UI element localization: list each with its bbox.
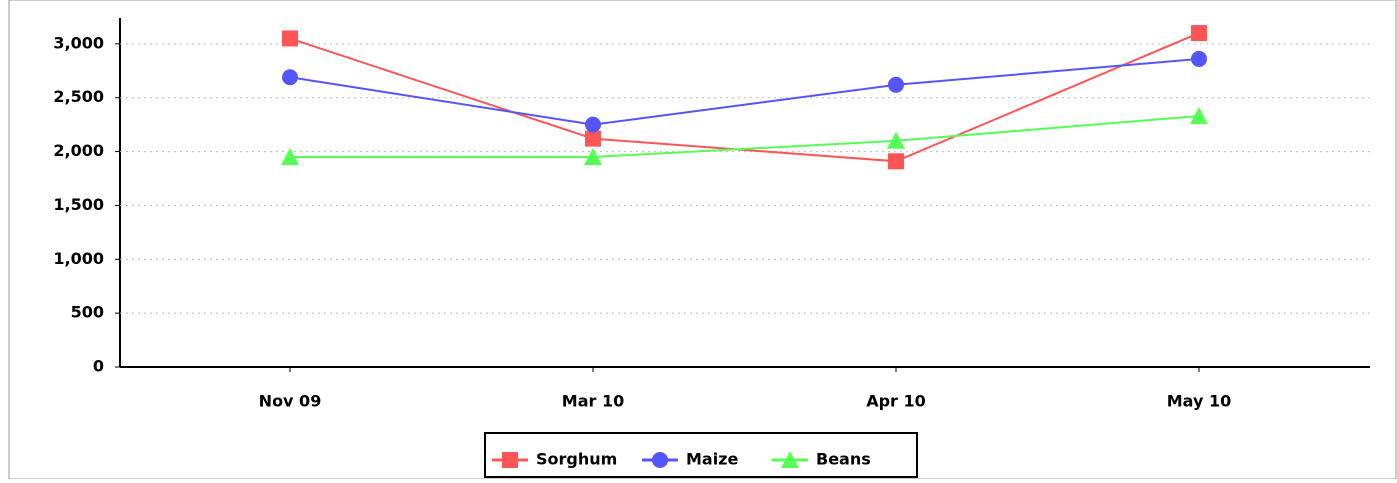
legend (484, 432, 918, 478)
point (1191, 25, 1207, 42)
y-tick-label: 500 (71, 303, 104, 322)
legend-marker (781, 451, 799, 468)
point (282, 30, 298, 47)
point (281, 147, 299, 165)
y-tick-label: 3,000 (53, 33, 104, 52)
y-tick-label: 2,500 (53, 87, 104, 106)
series-line (290, 115, 1200, 158)
y-tick-label: 1,000 (53, 249, 104, 268)
legend-label: Maize (686, 450, 739, 469)
point (887, 131, 905, 149)
point (888, 153, 904, 170)
x-tick-label: Nov 09 (259, 392, 322, 411)
legend-label: Beans (816, 450, 871, 469)
series-line (289, 57, 1200, 126)
legend-marker (502, 452, 518, 468)
point (585, 130, 601, 147)
point (1191, 50, 1207, 67)
y-tick-label: 1,500 (53, 195, 104, 214)
point (585, 116, 601, 133)
x-tick-label: Apr 10 (866, 392, 926, 411)
legend-label: Sorghum (536, 450, 617, 469)
legend-marker (652, 452, 668, 468)
series-line (289, 32, 1200, 163)
y-tick-label: 0 (93, 357, 104, 376)
point (1190, 107, 1208, 125)
x-tick-label: Mar 10 (562, 392, 624, 411)
point (584, 147, 602, 165)
point (888, 76, 904, 93)
x-tick-label: May 10 (1167, 392, 1232, 411)
point (282, 69, 298, 86)
y-tick-label: 2,000 (53, 141, 104, 160)
